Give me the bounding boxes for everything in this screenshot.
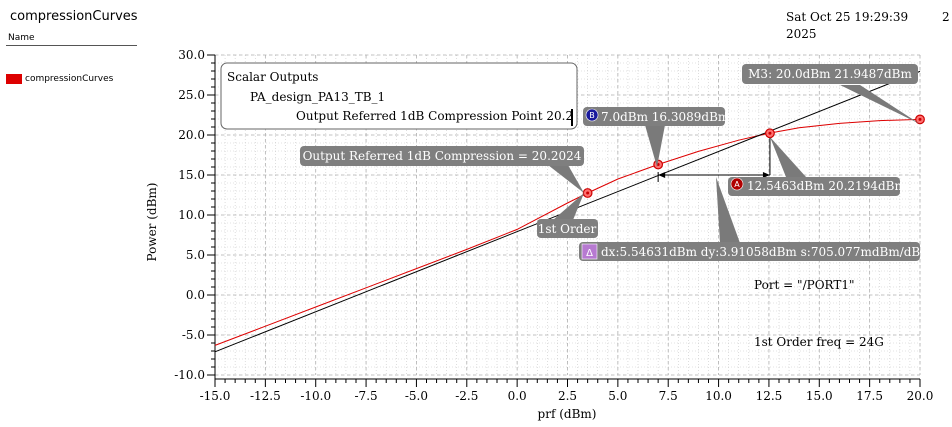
marker-point-center: [918, 117, 922, 121]
x-tick-label: 7.5: [659, 389, 678, 403]
x-tick-label: 2.5: [558, 389, 577, 403]
x-axis-label: prf (dBm): [538, 407, 597, 421]
scalar-outputs-box[interactable]: Scalar Outputs PA_design_PA13_TB_1 Outpu…: [220, 62, 578, 130]
delta-text: dx:5.54631dBm dy:3.91058dBm s:705.077mdB…: [601, 245, 932, 259]
compression-label[interactable]: Output Referred 1dB Compression = 20.202…: [300, 146, 584, 166]
y-tick-label: 30.0: [178, 48, 205, 62]
x-tick-label: 10.0: [705, 389, 732, 403]
scalar-box-frame: [220, 62, 578, 130]
y-tick-label: 0.0: [186, 288, 205, 302]
y-tick-label: -10.0: [174, 368, 205, 382]
scalar-design-name: PA_design_PA13_TB_1: [250, 90, 385, 104]
scalar-heading: Scalar Outputs: [227, 70, 318, 84]
m3-pointer: [840, 85, 920, 124]
scalar-row: Output Referred 1dB Compression Point 20…: [296, 109, 573, 123]
x-tick-label: -12.5: [250, 389, 281, 403]
series-layer: [214, 70, 925, 353]
delta-label[interactable]: Δ dx:5.54631dBm dy:3.91058dBm s:705.077m…: [579, 242, 932, 261]
delta-pointer: [716, 177, 740, 243]
a-pointer: [770, 137, 806, 177]
panel-divider: [6, 45, 137, 46]
y-tick-label: 25.0: [178, 88, 205, 102]
label-pointers: [548, 85, 920, 243]
y-tick-label: 15.0: [178, 168, 205, 182]
legend-label: compressionCurves: [25, 74, 114, 84]
marker-point-center: [586, 191, 590, 195]
marker-a-badge: [730, 177, 744, 191]
port-annotation: Port = "/PORT1": [754, 278, 855, 292]
y-tick-label: 10.0: [178, 208, 205, 222]
panel-title: compressionCurves: [10, 9, 138, 24]
x-tick-label: 5.0: [608, 389, 627, 403]
first-order-text: 1st Order: [538, 222, 597, 236]
delta-badge: [581, 243, 598, 260]
first-order-label[interactable]: 1st Order: [537, 219, 598, 238]
timestamp-date: Sat Oct 25 19:29:39: [786, 10, 909, 24]
x-tick-label: 15.0: [806, 389, 833, 403]
marker-b-badge: [585, 108, 599, 122]
b-pointer: [645, 125, 665, 167]
x-tick-label: 17.5: [856, 389, 883, 403]
marker-b-label[interactable]: B 7.0dBm 16.3089dBm: [583, 107, 730, 126]
x-tick-label: 12.5: [756, 389, 783, 403]
y-tick-label: 20.0: [178, 128, 205, 142]
b-text: 7.0dBm 16.3089dBm: [601, 110, 730, 124]
y-tick-label: 5.0: [186, 248, 205, 262]
marker-m3-label[interactable]: M3: 20.0dBm 21.9487dBm: [742, 64, 918, 84]
x-tick-label: -10.0: [300, 389, 331, 403]
b-badge-letter: B: [589, 111, 595, 120]
x-tick-label: -2.5: [455, 389, 478, 403]
legend-item[interactable]: compressionCurves: [6, 74, 113, 84]
delta-badge-symbol: Δ: [586, 248, 593, 259]
m3-text: M3: 20.0dBm 21.9487dBm: [748, 67, 912, 81]
a-badge-letter: A: [734, 180, 740, 189]
compression-curve-line: [214, 118, 921, 346]
marker-point-center: [768, 131, 772, 135]
x-tick-label: -15.0: [200, 389, 231, 403]
timestamp-year: 2025: [786, 27, 817, 41]
x-tick-label: -7.5: [355, 389, 378, 403]
a-text: 12.5463dBm 20.2194dBm: [747, 179, 906, 193]
delta-arrow-right: [762, 172, 770, 178]
delta-arrow-left: [658, 172, 666, 178]
x-tick-label: -5.0: [405, 389, 428, 403]
first-order-pointer: [553, 193, 584, 220]
x-tick-label: 20.0: [907, 389, 934, 403]
text-cursor: [571, 109, 573, 126]
timestamp-extra: 2: [942, 10, 950, 24]
marker-a-label[interactable]: A 12.5463dBm 20.2194dBm: [728, 177, 906, 196]
legend-swatch: [6, 74, 22, 84]
name-column-header[interactable]: Name: [8, 33, 35, 43]
x-tick-label: 0.0: [508, 389, 527, 403]
y-tick-label: -5.0: [182, 328, 205, 342]
compression-pointer: [548, 165, 584, 193]
frequency-annotation: 1st Order freq = 24G: [754, 335, 884, 349]
chart-axes: -15.0 -12.5 -10.0 -7.5 -5.0 -2.5 0.0 2.5 5.0 7.5 1…: [174, 48, 933, 403]
y-axis-label: Power (dBm): [145, 183, 159, 262]
compression-text: Output Referred 1dB Compression = 20.202…: [303, 149, 582, 163]
